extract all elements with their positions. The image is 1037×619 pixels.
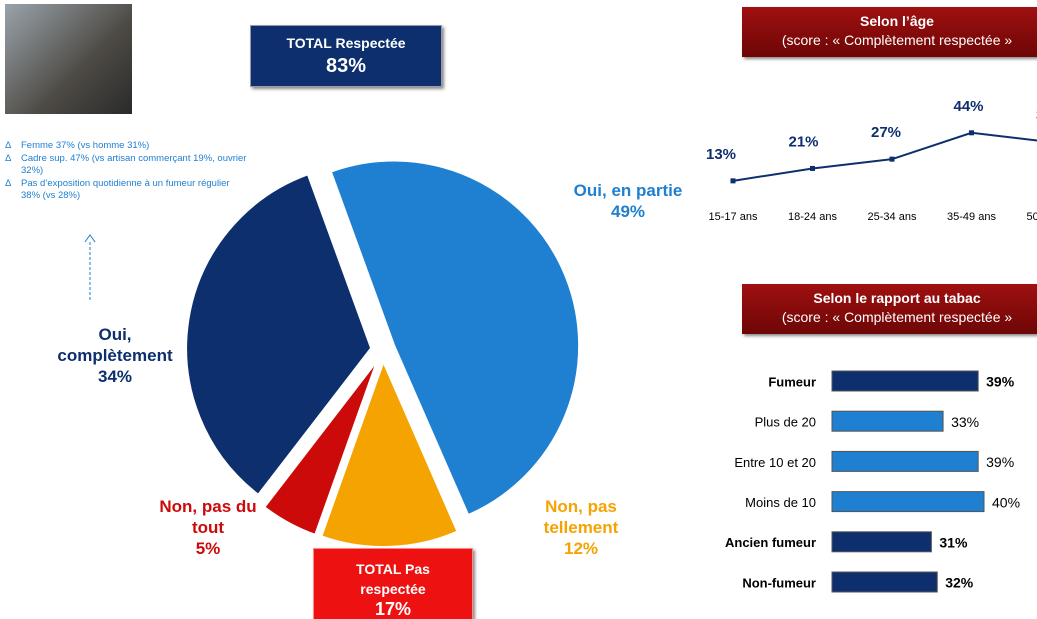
value-label: 44% [953, 98, 983, 115]
note: Δ Femme 37% (vs homme 31%) [5, 140, 251, 152]
bar [831, 531, 932, 553]
note: Δ Cadre sup. 47% (vs artisan commerçant 1… [5, 153, 251, 177]
slice-name: Oui, en partie [573, 181, 683, 200]
point [889, 156, 895, 162]
slice-value: 5% [195, 539, 221, 558]
y-tick-label: Fumeur [768, 374, 816, 389]
slice-name: Non, pas tellement [543, 497, 619, 537]
chart-title: Selon l’âge [860, 13, 934, 29]
y-tick-label: Moins de 10 [745, 495, 816, 510]
slice-name: Non, pas du tout [159, 497, 257, 537]
value-label: 27% [871, 124, 901, 141]
notes: Δ Femme 37% (vs homme 31%) Δ Cadre sup. 47%… [5, 140, 255, 203]
slice-label: Oui, en partie 49% [558, 180, 698, 222]
bar [831, 491, 985, 513]
point [730, 178, 736, 184]
title-box: Selon le rapport au tabac (score : « Com… [742, 284, 1037, 334]
bar [831, 370, 979, 392]
note-text: Pas d’exposition quotidienne à un fumeur… [21, 178, 230, 201]
slice-value: 12% [563, 539, 599, 558]
note: Δ Pas d’exposition quotidienne à un fumeu… [5, 178, 251, 202]
pie-slice [320, 359, 459, 548]
point [969, 130, 974, 136]
point [810, 165, 815, 171]
bar [831, 571, 938, 593]
chart-subtitle: (score : « Complètement respectée » [781, 32, 1013, 48]
value-label: 38% [1036, 107, 1037, 124]
value-label: 39% [986, 374, 1015, 390]
total-label: TOTAL Pas respectée [356, 561, 430, 597]
x-tick-label: 18-24 ans [788, 211, 837, 223]
chart-title: Selon le rapport au tabac [813, 290, 981, 306]
x-tick-label: 15-17 ans [709, 211, 758, 223]
slice-value: 34% [97, 367, 133, 386]
chart-subtitle: (score : « Complètement respectée » [781, 309, 1013, 325]
total-value: 83% [325, 55, 367, 77]
x-tick-label: 50-64 ans [1027, 211, 1037, 223]
total-value: 17% [374, 599, 412, 619]
bar [831, 410, 944, 432]
y-tick-label: Plus de 20 [755, 415, 816, 430]
value-label: 39% [986, 454, 1014, 470]
x-tick-label: 35-49 ans [947, 211, 996, 223]
value-label: 21% [788, 133, 818, 150]
total-label: TOTAL Respectée [286, 35, 406, 51]
title-box: Selon l’âge (score : « Complètement resp… [742, 7, 1037, 57]
note-text: Femme 37% (vs homme 31%) [21, 140, 150, 151]
bar [831, 450, 979, 472]
slice-value: 49% [610, 202, 646, 221]
value-label: 32% [945, 575, 974, 591]
total-box: TOTAL Respectée 83% [250, 25, 442, 87]
photo [5, 4, 132, 114]
slice-label: Non, pas du tout 5% [148, 496, 268, 559]
value-label: 31% [939, 535, 968, 551]
bullet: Δ [5, 140, 12, 151]
note-text: Cadre sup. 47% (vs artisan commerçant 19… [21, 153, 247, 176]
total-box: TOTAL Pas respectée 17% [313, 548, 473, 619]
slice-label: Non, pas tellement 12% [526, 496, 636, 559]
arrow-head [84, 234, 96, 243]
y-tick-label: Ancien fumeur [725, 535, 816, 550]
slice-label: Oui, complètement 34% [45, 324, 185, 387]
bullet: Δ [5, 178, 12, 189]
slice-name: Oui, complètement [57, 325, 173, 365]
value-label: 33% [951, 414, 979, 430]
pie-slice [185, 173, 373, 497]
y-tick-label: Entre 10 et 20 [734, 455, 816, 470]
x-tick-label: 25-34 ans [868, 211, 917, 223]
pie-slice [262, 359, 379, 537]
y-tick-label: Non-fumeur [742, 575, 816, 590]
pie-slice [329, 159, 581, 517]
bullet: Δ [5, 153, 12, 164]
value-label: 13% [706, 146, 736, 163]
value-label: 40% [992, 494, 1020, 510]
